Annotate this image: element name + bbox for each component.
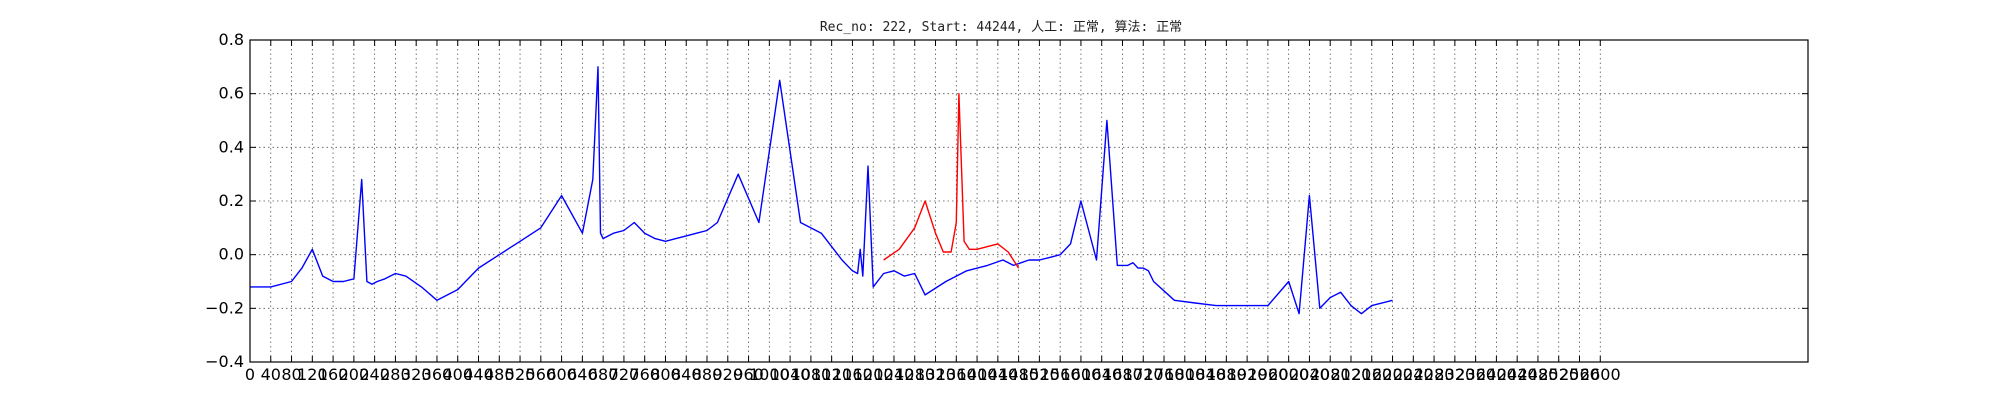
x-tick-label: 2400 [1476, 365, 1517, 384]
y-tick-label: 0.2 [219, 191, 244, 210]
x-tick-label: 1080 [791, 365, 832, 384]
x-tick-label: 1480 [998, 365, 1039, 384]
x-tick-label: 2600 [1580, 365, 1621, 384]
x-tick-label: 440 [463, 365, 494, 384]
x-tick-label: 1000 [749, 365, 790, 384]
x-tick-label: 280 [380, 365, 411, 384]
x-tick-label: 2280 [1414, 365, 1455, 384]
x-tick-label: 160 [318, 365, 349, 384]
x-tick-label: 1280 [894, 365, 935, 384]
x-tick-label: 1720 [1123, 365, 1164, 384]
y-tick-label: 0.0 [219, 245, 244, 264]
x-tick-label: 1520 [1019, 365, 1060, 384]
x-tick-label: 680 [588, 365, 619, 384]
x-tick-label: 1200 [853, 365, 894, 384]
x-tick-label: 360 [422, 365, 453, 384]
x-tick-label: 480 [484, 365, 515, 384]
x-tick-label: 2520 [1538, 365, 1579, 384]
chart-title: Rec_no: 222, Start: 44244, 人工: 正常, 算法: 正… [820, 20, 1182, 35]
x-tick-label: 400 [442, 365, 473, 384]
series-line-1 [250, 66, 1393, 315]
x-tick-label: 1680 [1102, 365, 1143, 384]
x-tick-label: 2000 [1268, 365, 1309, 384]
x-tick-label: 2320 [1434, 365, 1475, 384]
series-layer [250, 66, 1393, 315]
x-tick-label: 1840 [1185, 365, 1226, 384]
y-axis: −0.4 −0.2 0.0 0.2 0.4 0.6 0.8 [205, 30, 1808, 371]
x-tick-label: 1400 [957, 365, 998, 384]
x-tick-label: 200 [339, 365, 370, 384]
x-tick-label: 1120 [811, 365, 852, 384]
x-tick-label: 2080 [1310, 365, 1351, 384]
x-tick-label: 1320 [915, 365, 956, 384]
x-tick-label: 2560 [1559, 365, 1600, 384]
y-tick-label: 0.4 [219, 137, 244, 156]
x-tick-label: 40 [261, 365, 281, 384]
grid [250, 40, 1808, 362]
x-tick-label: 2040 [1289, 365, 1330, 384]
x-tick-label: 240 [359, 365, 390, 384]
x-tick-label: 920 [713, 365, 744, 384]
y-tick-label: −0.2 [205, 298, 244, 317]
x-tick-label: 2440 [1497, 365, 1538, 384]
x-tick-label: 720 [609, 365, 640, 384]
x-tick-label: 2360 [1455, 365, 1496, 384]
x-tick-label: 320 [401, 365, 432, 384]
x-tick-label: 1880 [1206, 365, 1247, 384]
y-tick-label: −0.4 [205, 352, 244, 371]
x-tick-label: 760 [629, 365, 660, 384]
x-tick-label: 2240 [1393, 365, 1434, 384]
x-tick-label: 1600 [1061, 365, 1102, 384]
x-tick-label: 1800 [1164, 365, 1205, 384]
x-tick-label: 880 [692, 365, 723, 384]
y-tick-label: 0.6 [219, 84, 244, 103]
x-tick-label: 1360 [936, 365, 977, 384]
x-tick-label: 1440 [977, 365, 1018, 384]
series-line-2 [883, 92, 1020, 269]
x-tick-label: 2480 [1518, 365, 1559, 384]
x-tick-label: 1920 [1227, 365, 1268, 384]
x-tick-label: 840 [671, 365, 702, 384]
x-tick-label: 1040 [770, 365, 811, 384]
x-tick-label: 2200 [1372, 365, 1413, 384]
x-tick-label: 1160 [832, 365, 873, 384]
x-tick-label: 600 [546, 365, 577, 384]
x-tick-label: 640 [567, 365, 598, 384]
x-tick-label: 560 [526, 365, 557, 384]
x-tick-label: 1560 [1040, 365, 1081, 384]
x-tick-label: 960 [733, 365, 764, 384]
y-tick-label: 0.8 [219, 30, 244, 49]
x-tick-label: 1960 [1248, 365, 1289, 384]
x-tick-label: 520 [505, 365, 536, 384]
x-tick-label: 0 [245, 365, 255, 384]
x-tick-label: 120 [297, 365, 328, 384]
x-tick-label: 800 [650, 365, 681, 384]
x-axis: 0 40 8012016020024028032036040044048052056… [245, 40, 1621, 384]
x-tick-label: 2120 [1331, 365, 1372, 384]
x-tick-label: 1240 [874, 365, 915, 384]
x-tick-label: 2160 [1351, 365, 1392, 384]
x-tick-label: 1760 [1144, 365, 1185, 384]
x-tick-label: 1640 [1081, 365, 1122, 384]
x-tick-label: 80 [281, 365, 301, 384]
